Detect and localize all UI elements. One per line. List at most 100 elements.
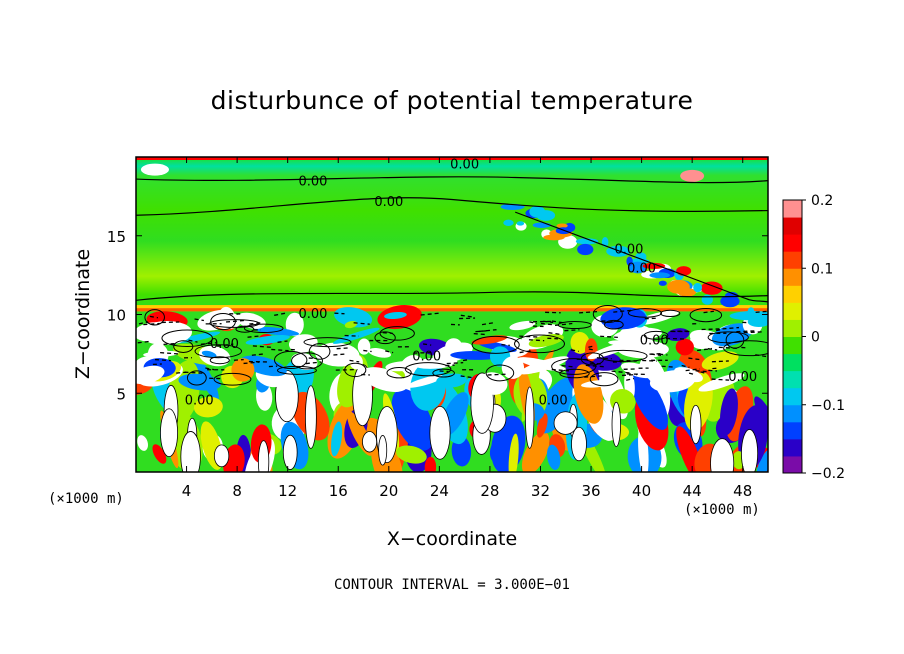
x-tick-label: 20 — [379, 482, 398, 500]
heatmap-cell — [570, 331, 590, 354]
heatmap-core — [741, 429, 759, 472]
contour-dashed — [561, 364, 576, 368]
heatmap-core — [429, 405, 451, 460]
heatmap-cell — [508, 433, 519, 472]
contour-dashed — [588, 348, 596, 351]
heatmap-cell — [501, 356, 525, 379]
contour-dashed — [473, 333, 486, 336]
heatmap-cell — [385, 361, 418, 372]
contour-dashed — [703, 310, 714, 314]
contour-dashed — [487, 373, 507, 376]
colorbar-tick-label: −0.1 — [811, 398, 845, 414]
contour-solid — [276, 365, 317, 375]
top-edge — [136, 157, 768, 160]
heatmap-cell — [521, 431, 550, 472]
contour-solid — [598, 349, 648, 363]
colorbar-swatch — [783, 251, 802, 269]
heatmap-cell — [193, 396, 223, 418]
heatmap-cell — [424, 456, 437, 472]
contour-label: 0.00 — [298, 307, 327, 322]
contour-dashed — [233, 358, 244, 361]
x-tick-label: 32 — [531, 482, 550, 500]
contour-dashed — [439, 370, 449, 373]
heatmap-cell — [291, 352, 318, 370]
contour-solid — [344, 362, 367, 378]
contour-line — [136, 291, 768, 301]
contour-dashed — [460, 375, 474, 379]
contour-dashed — [588, 345, 595, 348]
heatmap-core — [553, 411, 578, 435]
heatmap-cell — [245, 335, 290, 345]
heatmap-core — [611, 401, 621, 447]
contour-dashed — [626, 377, 635, 381]
contour-label: 0.00 — [412, 349, 441, 364]
heatmap-cell — [136, 365, 165, 385]
colorbar-swatch — [783, 285, 802, 303]
wave-cell — [720, 295, 740, 308]
contour-label: 0.00 — [728, 370, 757, 385]
contour-dashed — [642, 359, 657, 362]
contour-interval: CONTOUR INTERVAL = 3.000E−01 — [333, 577, 570, 593]
contour-dashed — [305, 361, 322, 365]
heatmap-cell — [152, 444, 167, 464]
wave-cell — [503, 219, 514, 226]
wave-cell — [667, 279, 690, 294]
colorbar-swatch — [783, 387, 802, 406]
contour-solid — [194, 344, 243, 359]
contour-dashed — [707, 348, 718, 351]
contour-solid — [559, 368, 590, 379]
top-patch — [140, 163, 169, 176]
contour-solid — [643, 330, 669, 340]
x-tick-label: 16 — [329, 482, 348, 500]
contour-solid — [186, 370, 207, 386]
colorbar-swatch — [783, 319, 802, 337]
contour-dashed — [333, 353, 346, 356]
heatmap-core — [282, 434, 298, 470]
contour-dashed — [252, 345, 274, 349]
contour-dashed — [344, 334, 359, 337]
contour-dashed — [154, 358, 171, 362]
contour-dashed — [548, 332, 561, 336]
colorbar-swatch — [783, 438, 802, 457]
contour-dashed — [475, 330, 489, 333]
contour-dashed — [621, 373, 637, 377]
contour-dashed — [571, 349, 579, 353]
contour-solid — [210, 312, 236, 331]
x-tick-label: 48 — [733, 482, 752, 500]
contour-solid — [551, 358, 597, 375]
y-tick-label: 5 — [116, 385, 126, 403]
contour-dashed — [661, 365, 674, 368]
x-tick-label: 28 — [480, 482, 499, 500]
heatmap-cell — [331, 421, 343, 457]
contour-dashed — [584, 375, 602, 378]
contour-solid — [689, 307, 723, 323]
contour-solid — [308, 343, 331, 360]
heatmap-cell — [396, 445, 427, 464]
contour-solid — [209, 356, 230, 365]
y-tick-label: 10 — [107, 307, 126, 325]
contour-solid — [144, 309, 165, 326]
contour-solid — [723, 340, 768, 357]
contour-solid — [374, 331, 396, 345]
wave-cell — [626, 256, 633, 267]
heatmap-cell — [143, 350, 179, 358]
heatmap-cell — [756, 448, 768, 472]
contour-dashed — [543, 320, 554, 324]
contour-solid — [379, 326, 415, 341]
interface-band-red — [136, 308, 768, 312]
wave-cell — [532, 222, 552, 228]
contour-dashed — [701, 328, 721, 331]
contour-dashed — [589, 362, 604, 365]
contour-dashed — [247, 335, 260, 338]
contour-dashed — [349, 359, 360, 363]
contour-label: 0.00 — [640, 334, 669, 349]
contour-solid — [592, 305, 623, 323]
heatmap-core — [690, 404, 702, 445]
contour-solid — [660, 309, 681, 318]
wave-cell — [642, 262, 666, 269]
wave-cell — [747, 307, 755, 318]
contour-dashed — [596, 357, 612, 360]
colorbar-tick-label: −0.2 — [811, 466, 845, 482]
heatmap-cell — [384, 312, 407, 320]
